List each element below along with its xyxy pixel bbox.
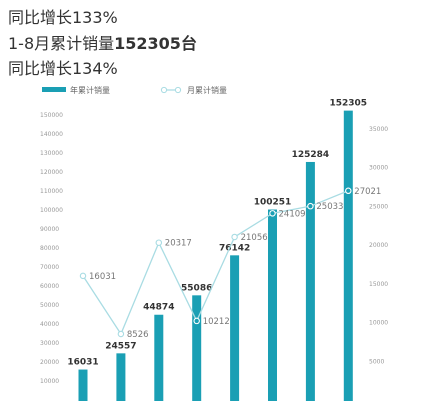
- y-left-tick-label: 50000: [40, 302, 59, 309]
- y-left-tick-label: 80000: [40, 245, 59, 252]
- line-point: [345, 187, 352, 195]
- line-value-label: 25033: [316, 202, 343, 212]
- y-left-tick-label: 130000: [40, 150, 63, 157]
- bar-value-label: 24557: [105, 341, 136, 351]
- sales-chart: 年累计销量 月累计销量 10000 20000 30000 40000 50000 60000…: [40, 85, 388, 401]
- line-value-label: 27021: [354, 187, 381, 197]
- bar: [268, 209, 277, 401]
- y-left-tick-label: 140000: [40, 131, 63, 138]
- legend-bar-label: 年累计销量: [70, 85, 110, 95]
- y-left-tick-label: 110000: [40, 188, 63, 195]
- line-value-label: 20317: [165, 239, 192, 249]
- y-left-tick-label: 70000: [40, 264, 59, 271]
- y-left-tick-label: 90000: [40, 226, 59, 233]
- bar-value-label: 152305: [330, 99, 368, 109]
- y-right-tick-label: 25000: [369, 203, 388, 210]
- line-value-label: 24109: [279, 209, 306, 219]
- growth-rate-top: 同比增长133%: [8, 8, 118, 27]
- bar: [154, 314, 164, 401]
- y-right-tick-label: 5000: [369, 358, 384, 365]
- y-left-tick-label: 120000: [40, 169, 63, 176]
- y-left-tick-label: 20000: [40, 359, 59, 366]
- bar-value-label: 55086: [181, 283, 212, 293]
- legend-line-label: 月累计销量: [187, 85, 227, 95]
- line-point: [307, 202, 314, 210]
- line-point: [155, 239, 163, 246]
- bar-value-label: 16031: [67, 358, 98, 368]
- line-value-label: 10212: [203, 317, 230, 327]
- line-value-label: 21056: [241, 233, 268, 243]
- bar: [305, 161, 315, 401]
- bar-value-label: 100251: [254, 198, 292, 208]
- bar-value-label: 44874: [143, 303, 174, 313]
- bar: [116, 353, 126, 401]
- cumulative-value: 152305台: [114, 34, 197, 53]
- line-value-label: 16031: [89, 272, 116, 282]
- line-point: [193, 317, 200, 325]
- y-right-tick-label: 10000: [369, 320, 388, 327]
- monthly-sales-line: [82, 190, 349, 336]
- bar: [192, 295, 202, 401]
- line-point: [79, 272, 87, 280]
- y-right-tick-label: 20000: [369, 242, 388, 249]
- y-right-tick-label: 30000: [369, 165, 388, 172]
- legend-line-marker: [174, 86, 182, 94]
- line-point: [269, 210, 276, 217]
- y-left-tick-label: 10000: [40, 378, 59, 385]
- y-right-tick-label: 15000: [369, 281, 388, 288]
- y-left-tick-label: 100000: [40, 207, 63, 214]
- legend-line-marker: [160, 86, 168, 94]
- bar: [230, 255, 240, 401]
- y-right-tick-label: 35000: [369, 126, 388, 133]
- cumulative-sales-line: 1-8月累计销量152305台: [8, 30, 197, 54]
- y-left-tick-label: 40000: [40, 321, 59, 328]
- line-value-label: 8526: [127, 330, 149, 340]
- bar-value-label: 125284: [292, 150, 330, 160]
- legend-bar-swatch: [42, 87, 66, 92]
- y-left-tick-label: 60000: [40, 283, 59, 290]
- bar: [343, 110, 353, 401]
- line-point: [117, 330, 125, 338]
- line-point: [231, 233, 238, 241]
- bar: [78, 369, 88, 401]
- y-left-tick-label: 30000: [40, 340, 59, 347]
- bar-value-label: 76142: [219, 243, 250, 253]
- cumulative-label: 1-8月累计销量: [8, 34, 115, 53]
- y-left-tick-label: 150000: [40, 112, 63, 119]
- growth-rate-bottom: 同比增长134%: [8, 59, 118, 78]
